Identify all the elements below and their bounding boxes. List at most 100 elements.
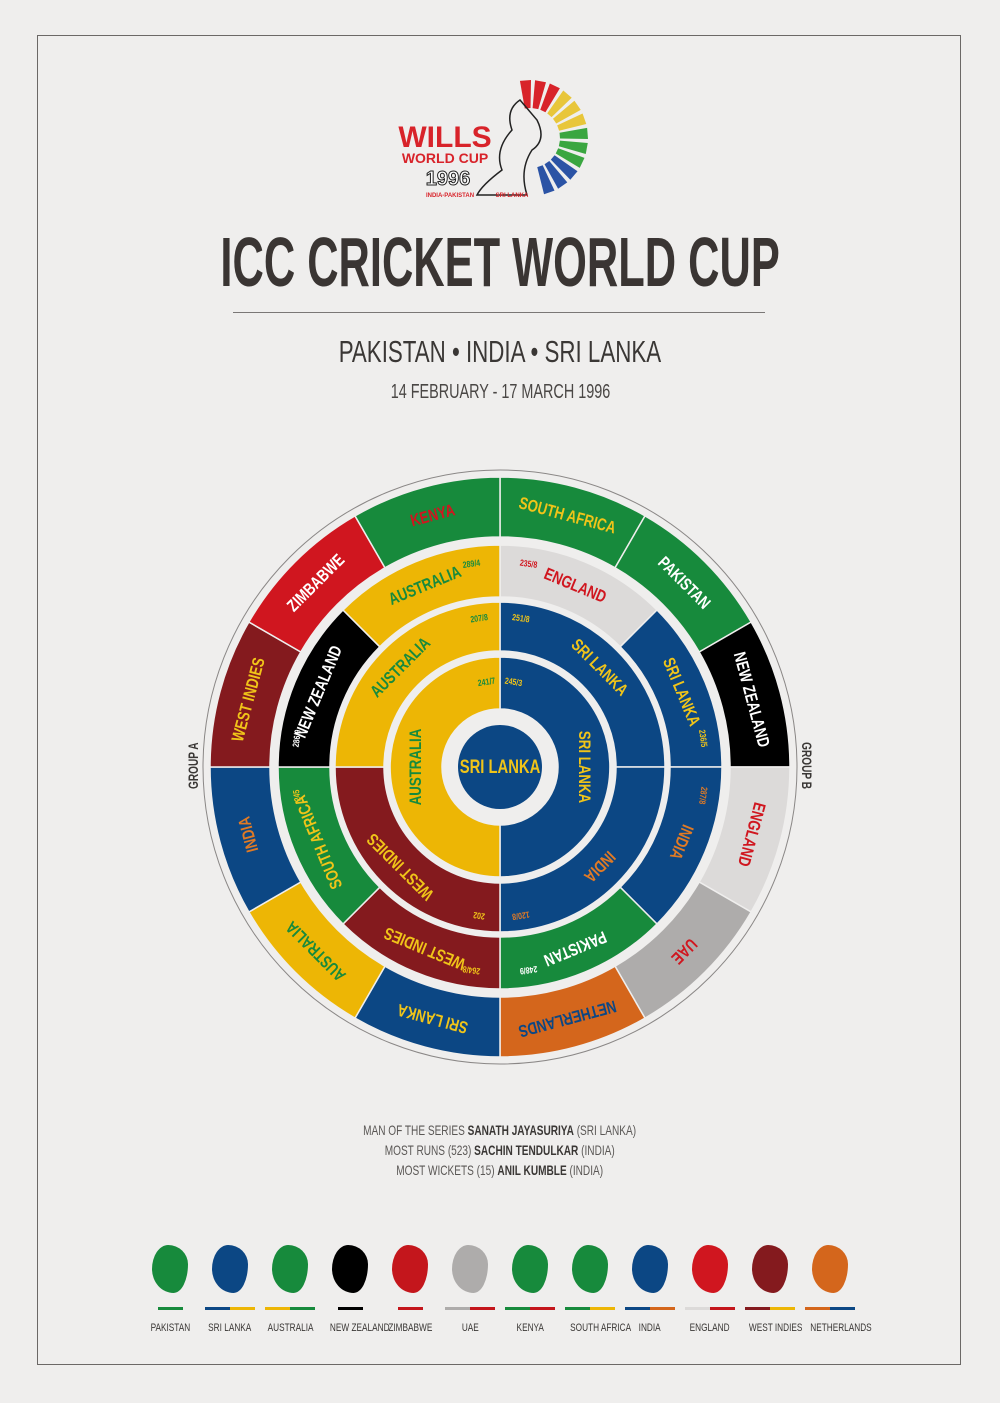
quarter-final-score: 248/9 [519, 964, 538, 976]
legend-label: AUSTRALIA [267, 1322, 314, 1334]
quarter-final-score: 287/8 [697, 786, 709, 805]
group-uae: UAE [613, 880, 753, 1020]
group-segment [353, 476, 501, 569]
logo-fan-wedge [559, 127, 588, 140]
semi-final-score: 207/8 [470, 612, 489, 624]
west-indies-map-icon [752, 1245, 788, 1293]
legend-south-africa: SOUTH AFRICA [560, 1245, 632, 1334]
logo-fan-wedge [557, 113, 587, 131]
quarter-final-score: 236/5 [697, 729, 709, 748]
quarter-final-score: 245 [291, 789, 303, 802]
color-bar [140, 1307, 200, 1310]
logo-fan-wedge [558, 140, 588, 154]
color-bar [500, 1307, 560, 1310]
logo-fan-wedge [540, 83, 560, 113]
tournament-dates: 14 FEBRUARY - 17 MARCH 1996 [390, 381, 610, 403]
legend-uae: UAE [440, 1245, 500, 1334]
legend-label: SOUTH AFRICA [570, 1322, 632, 1334]
legend-sri-lanka: SRI LANKA [200, 1245, 260, 1334]
legend-label: NETHERLANDS [810, 1322, 872, 1334]
wills-world-cup-logo: WILLS WORLD CUP 1996 INDIA-PAKISTAN SRI … [398, 80, 588, 199]
quarter-final-segment [341, 544, 501, 648]
award-most-runs: MOST RUNS (523) SACHIN TENDULKAR (INDIA) [384, 1142, 615, 1158]
semi-final-segment [334, 601, 501, 768]
legend-label: UAE [461, 1322, 479, 1334]
logo-fan-wedge [555, 148, 585, 168]
color-bar [620, 1307, 680, 1310]
final-segment [499, 656, 611, 878]
legend-netherlands: NETHERLANDS [800, 1245, 872, 1334]
logo-hosts-right: SRI LANKA [496, 193, 529, 199]
final-sri-lanka: SRI LANKA 245/3 [499, 656, 611, 878]
australia-map-icon [272, 1245, 308, 1293]
logo-fan-wedge [552, 100, 581, 124]
awards: MAN OF THE SERIES SANATH JAYASURIYA (SRI… [0, 1120, 1000, 1180]
final-segment [389, 656, 501, 878]
title-divider [233, 312, 765, 313]
sri-lanka-map-icon [212, 1245, 248, 1293]
england-map-icon [692, 1245, 728, 1293]
group-pakistan: PAKISTAN [613, 514, 753, 654]
color-bar [440, 1307, 500, 1310]
logo-wills: WILLS [398, 121, 491, 154]
netherlands-map-icon [812, 1245, 848, 1293]
legend-label: ZIMBABWE [387, 1322, 432, 1334]
kenya-map-icon [512, 1245, 548, 1293]
group-england: ENGLAND [698, 766, 791, 914]
quarter-final-score: 235/8 [519, 558, 538, 570]
color-bar [260, 1307, 320, 1310]
legend-kenya: KENYA [500, 1245, 560, 1334]
legend-england: ENGLAND [680, 1245, 740, 1334]
group-netherlands: NETHERLANDS [499, 965, 647, 1058]
logo-fan-wedge [544, 160, 568, 189]
color-bar [680, 1307, 740, 1310]
india-map-icon [632, 1245, 668, 1293]
color-bar [800, 1307, 860, 1310]
legend-label: ENGLAND [690, 1322, 730, 1334]
award-most-wickets: MOST WICKETS (15) ANIL KUMBLE (INDIA) [396, 1162, 604, 1178]
final-team-label: AUSTRALIA [407, 729, 426, 806]
group-new-zealand: NEW ZEALAND [698, 620, 791, 768]
group-zimbabwe: ZIMBABWE [247, 514, 387, 654]
poster-frame [37, 35, 961, 1365]
legend-label: INDIA [638, 1322, 662, 1334]
legend-west-indies: WEST INDIES [740, 1245, 802, 1334]
legend-australia: AUSTRALIA [260, 1245, 320, 1334]
group-west-indies: WEST INDIES [209, 620, 302, 768]
logo-world-cup: WORLD CUP [402, 150, 488, 166]
legend-new-zealand: NEW ZEALAND [320, 1245, 390, 1334]
legend-label: KENYA [516, 1322, 544, 1334]
quarter-final-score: 286/9 [291, 729, 303, 748]
page-title: ICC CRICKET WORLD CUP [220, 223, 780, 301]
winner-disc [458, 725, 542, 809]
group-a-label: GROUP A [185, 742, 201, 790]
color-bar [380, 1307, 440, 1310]
uae-map-icon [452, 1245, 488, 1293]
logo-fan-wedge [537, 165, 555, 195]
south-africa-map-icon [572, 1245, 608, 1293]
final-team-label: SRI LANKA [575, 731, 594, 803]
award-man-of-series: MAN OF THE SERIES SANATH JAYASURIYA (SRI… [363, 1122, 637, 1138]
logo-fan-wedge [532, 80, 546, 110]
group-b-label: GROUP B [799, 742, 815, 790]
batsman-silhouette [475, 99, 542, 196]
final-score: 241/7 [477, 676, 496, 689]
final-australia: AUSTRALIA 241/7 [389, 656, 501, 878]
legend-label: NEW ZEALAND [329, 1322, 390, 1334]
host-nations: PAKISTAN • INDIA • SRI LANKA [338, 334, 662, 369]
legend-zimbabwe: ZIMBABWE [380, 1245, 440, 1334]
legend-label: PAKISTAN [150, 1322, 190, 1334]
color-bar [740, 1307, 800, 1310]
logo-fan-wedge [547, 90, 572, 118]
color-bar [320, 1307, 380, 1310]
winner-label: SRI LANKA [460, 756, 541, 777]
legend-label: SRI LANKA [208, 1322, 252, 1334]
group-india: INDIA [209, 766, 302, 914]
quarter-final-score: 289/4 [462, 558, 481, 570]
quarter-final-score: 264/8 [462, 964, 481, 976]
